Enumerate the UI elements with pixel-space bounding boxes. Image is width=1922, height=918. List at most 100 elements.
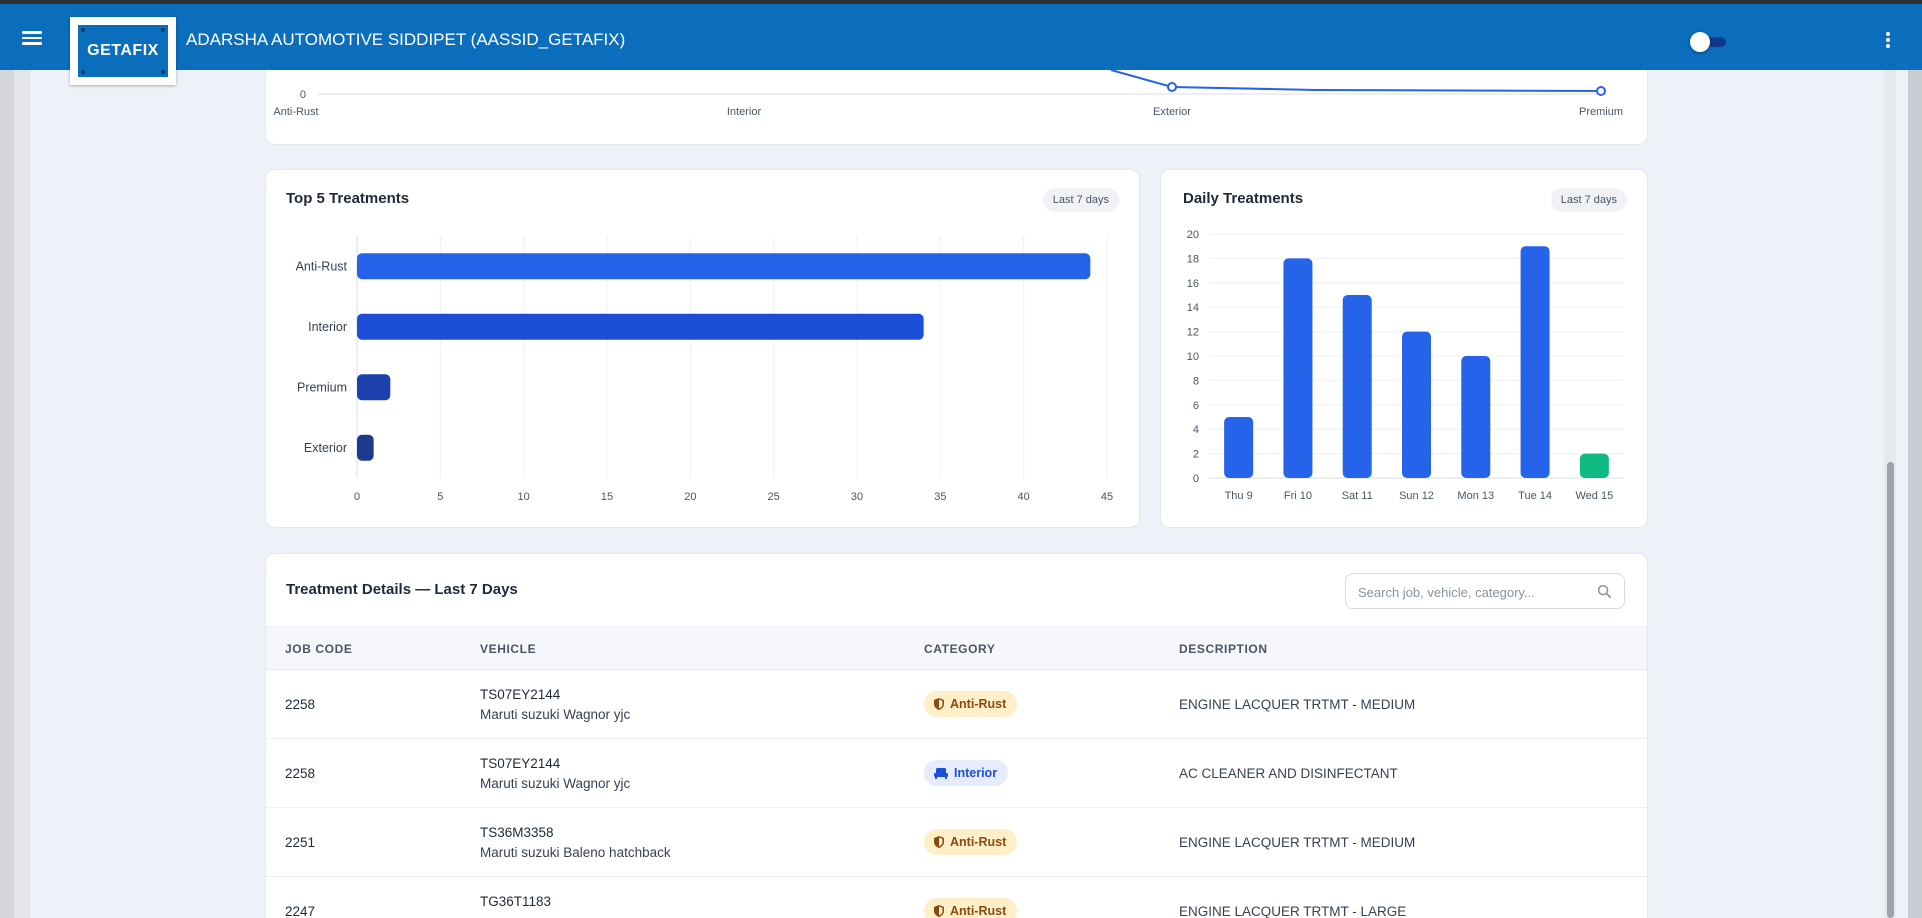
details-search[interactable] xyxy=(1345,573,1625,609)
vbar-x-tick-label: Sun 12 xyxy=(1399,490,1434,502)
search-input[interactable] xyxy=(1358,582,1588,602)
line-point-exterior xyxy=(1167,82,1177,92)
details-title: Treatment Details — Last 7 Days xyxy=(286,581,518,598)
line-x-label: Premium xyxy=(1579,106,1623,118)
hbar-x-tick-label: 15 xyxy=(601,491,613,503)
car-seat-icon xyxy=(934,767,948,779)
window-top-border xyxy=(0,0,1922,4)
line-series xyxy=(1110,69,1602,92)
hbar-bar[interactable] xyxy=(357,253,1091,280)
vbar-y-tick-label: 14 xyxy=(1187,302,1199,314)
vbar-bar[interactable] xyxy=(1461,356,1491,478)
top5-treatments-card: Top 5 Treatments Last 7 days 0 5 10 15 20 25 3… xyxy=(265,169,1140,528)
logo-badge: GETAFIX xyxy=(78,25,168,77)
line-x-label: Anti-Rust xyxy=(273,106,318,118)
menu-icon[interactable] xyxy=(20,28,44,46)
description-cell: ENGINE LACQUER TRTMT - LARGE xyxy=(1179,904,1407,918)
hbar-x-tick-label: 30 xyxy=(851,491,863,503)
treatment-details-card: Treatment Details — Last 7 Days xyxy=(265,553,1648,918)
vbar-bar[interactable] xyxy=(1224,417,1254,478)
hbar-category-label: Interior xyxy=(308,320,347,334)
vbar-x-tick-label: Sat 11 xyxy=(1342,490,1373,502)
vbar-y-tick-label: 18 xyxy=(1187,253,1199,265)
app-title: ADARSHA AUTOMOTIVE SIDDIPET (AASSID_GETA… xyxy=(186,30,626,49)
more-options-icon[interactable] xyxy=(1882,32,1894,52)
category-badge: Interior xyxy=(924,760,1009,786)
description-cell: ENGINE LACQUER TRTMT - MEDIUM xyxy=(1179,697,1416,712)
top5-bar-chart: 0 5 10 15 20 25 30 35 40 45 Anti-Rust Interior Premi… xyxy=(296,236,1113,503)
table-row[interactable]: 2247 TG36T1183 Anti-Rust ENGINE LACQUER … xyxy=(266,877,1647,918)
vehicle-plate: TS36M3358 xyxy=(480,825,554,840)
vbar-y-tick-label: 2 xyxy=(1193,449,1199,461)
vbar-x-tick-label: Fri 10 xyxy=(1284,490,1312,502)
table-row[interactable]: 2251 TS36M3358 Maruti suzuki Baleno hatc… xyxy=(266,808,1647,877)
hbar-x-tick-label: 20 xyxy=(684,491,696,503)
table-header: JOB CODE VEHICLE CATEGORY DESCRIPTION xyxy=(266,626,1647,670)
hbar-bar[interactable] xyxy=(357,374,391,401)
vbar-bar[interactable] xyxy=(1342,295,1372,478)
vehicle-plate: TS07EY2144 xyxy=(480,756,561,771)
logo[interactable]: GETAFIX xyxy=(70,17,176,85)
toggle-track xyxy=(1696,37,1726,47)
job-code-cell: 2251 xyxy=(285,835,316,850)
vbar-x-tick-label: Tue 14 xyxy=(1518,490,1552,502)
left-gutter xyxy=(0,70,14,918)
vbar-y-tick-label: 12 xyxy=(1187,327,1199,339)
vehicle-plate: TG36T1183 xyxy=(480,894,552,909)
search-icon[interactable] xyxy=(1597,584,1612,599)
vbar-bar[interactable] xyxy=(1520,246,1550,478)
left-gutter-inner xyxy=(14,70,30,918)
line-x-label: Interior xyxy=(727,106,762,118)
vehicle-plate: TS07EY2144 xyxy=(480,687,561,702)
daily-bar-chart: 0 2 4 6 8 10 12 14 16 18 20 Thu 9 Fri 10 Sat 11 Sun 12… xyxy=(1187,229,1624,502)
vbar-bar[interactable] xyxy=(1402,331,1431,478)
line-point-premium xyxy=(1596,86,1606,96)
theme-toggle[interactable] xyxy=(1690,32,1728,52)
category-label: Interior xyxy=(954,766,998,780)
hbar-x-tick-label: 0 xyxy=(354,491,360,503)
right-edge xyxy=(1908,70,1922,918)
hbar-x-tick-label: 5 xyxy=(437,491,443,503)
hbar-x-tick-label: 25 xyxy=(768,491,780,503)
scrollbar-thumb[interactable] xyxy=(1887,462,1894,918)
table-row[interactable]: 2258 TS07EY2144 Maruti suzuki Wagnor yjc… xyxy=(266,670,1647,739)
vbar-x-tick-label: Thu 9 xyxy=(1225,490,1253,502)
vbar-bar[interactable] xyxy=(1283,258,1313,478)
daily-period-chip[interactable]: Last 7 days xyxy=(1550,188,1627,212)
top5-period-chip[interactable]: Last 7 days xyxy=(1042,188,1119,212)
hbar-bar[interactable] xyxy=(357,434,374,461)
vbar-bar[interactable] xyxy=(1579,453,1609,478)
job-code-cell: 2247 xyxy=(285,904,316,918)
shield-icon xyxy=(934,905,944,917)
hbar-category-label: Exterior xyxy=(304,441,347,455)
daily-treatments-card: Daily Treatments Last 7 days 0 2 4 6 8 10 12 14… xyxy=(1160,169,1648,528)
column-header-description[interactable]: DESCRIPTION xyxy=(1179,642,1268,656)
hbar-x-tick-label: 35 xyxy=(934,491,946,503)
column-header-category[interactable]: CATEGORY xyxy=(924,642,996,656)
hbar-bar[interactable] xyxy=(357,313,924,340)
hbar-category-label: Premium xyxy=(297,380,347,394)
hbar-x-tick-label: 40 xyxy=(1018,491,1030,503)
vbar-y-tick-label: 6 xyxy=(1193,400,1199,412)
vbar-y-tick-label: 10 xyxy=(1187,351,1199,363)
vbar-x-tick-label: Wed 15 xyxy=(1575,490,1613,502)
shield-icon xyxy=(934,698,944,710)
daily-title: Daily Treatments xyxy=(1183,190,1304,207)
column-header-job-code[interactable]: JOB CODE xyxy=(285,642,353,656)
vbar-y-tick-label: 4 xyxy=(1193,424,1199,436)
vbar-y-tick-label: 16 xyxy=(1187,278,1199,290)
toggle-knob xyxy=(1690,32,1710,52)
hbar-category-label: Anti-Rust xyxy=(296,259,348,273)
description-cell: ENGINE LACQUER TRTMT - MEDIUM xyxy=(1179,835,1416,850)
vehicle-model: Maruti suzuki Wagnor yjc xyxy=(480,776,631,791)
line-y-tick-label: 0 xyxy=(300,89,306,101)
category-badge: Anti-Rust xyxy=(924,829,1018,855)
shield-icon xyxy=(934,836,944,848)
vbar-y-tick-label: 20 xyxy=(1187,229,1199,241)
vbar-y-tick-label: 0 xyxy=(1193,473,1199,485)
vehicle-model: Maruti suzuki Baleno hatchback xyxy=(480,845,671,860)
column-header-vehicle[interactable]: VEHICLE xyxy=(480,642,537,656)
table-row[interactable]: 2258 TS07EY2144 Maruti suzuki Wagnor yjc… xyxy=(266,739,1647,808)
line-x-label: Exterior xyxy=(1153,106,1191,118)
vbar-y-tick-label: 8 xyxy=(1193,375,1199,387)
